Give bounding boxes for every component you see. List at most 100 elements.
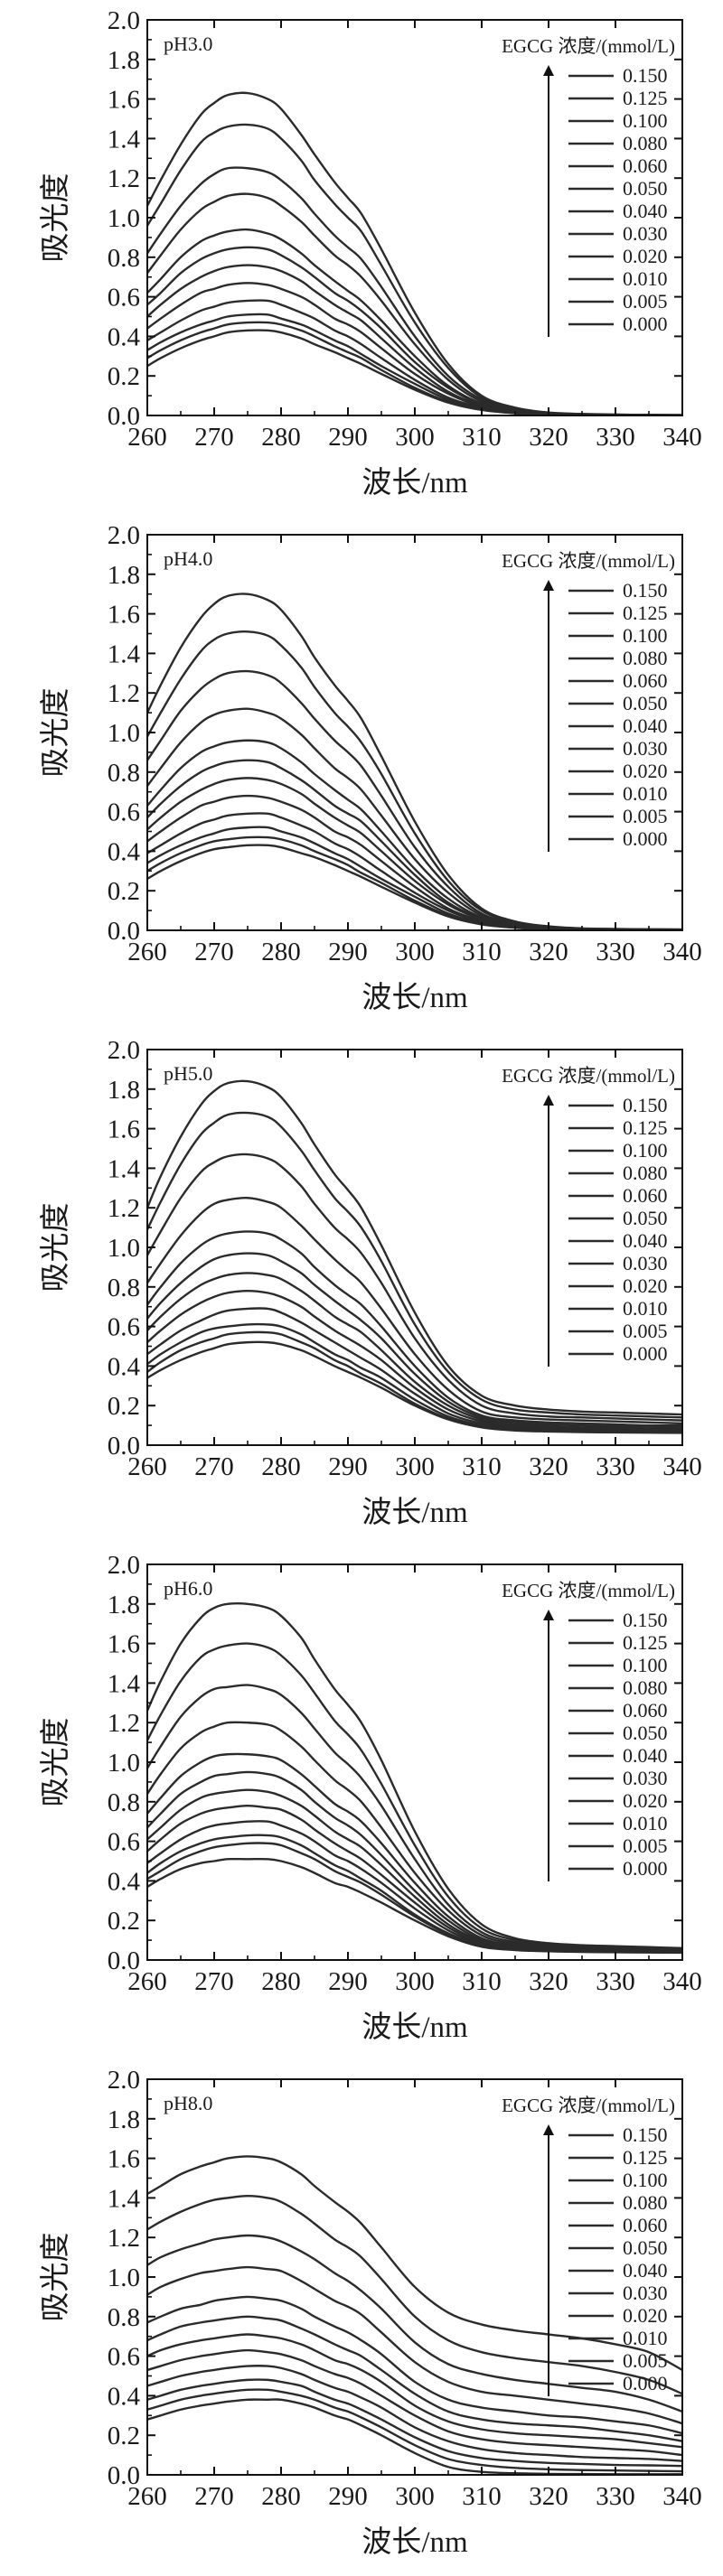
legend-entry: 0.000 xyxy=(623,1342,668,1365)
x-tick-label: 280 xyxy=(261,938,301,966)
y-tick-label: 0.0 xyxy=(108,2461,140,2490)
x-tick-label: 340 xyxy=(662,938,702,966)
legend-entry: 0.005 xyxy=(623,1834,668,1857)
legend-entry: 0.030 xyxy=(623,222,668,245)
y-tick-label: 0.8 xyxy=(108,244,140,273)
x-tick-label: 330 xyxy=(596,2482,635,2511)
y-tick-label: 1.4 xyxy=(108,1669,141,1698)
series-line-0.060 xyxy=(147,2295,682,2435)
y-axis-title: 吸光度 xyxy=(39,1718,72,1807)
x-tick-label: 270 xyxy=(194,1967,234,1996)
x-tick-label: 260 xyxy=(127,423,167,452)
y-tick-label: 2.0 xyxy=(108,6,140,35)
x-tick-label: 310 xyxy=(462,2482,502,2511)
x-tick-label: 260 xyxy=(127,938,167,966)
series-line-0.125 xyxy=(147,1642,682,1950)
legend-entry: 0.125 xyxy=(623,2146,668,2169)
x-tick-label: 290 xyxy=(328,1452,368,1481)
legend-entry: 0.150 xyxy=(623,1609,668,1631)
series-line-0.050 xyxy=(147,1252,682,1429)
legend-title: EGCG 浓度/(mmol/L) xyxy=(502,35,675,57)
y-tick-label: 1.2 xyxy=(108,1709,140,1738)
x-tick-label: 300 xyxy=(395,2482,435,2511)
series-line-0.150 xyxy=(147,1079,682,1416)
x-tick-label: 290 xyxy=(328,2482,368,2511)
y-tick-label: 1.8 xyxy=(108,1076,140,1105)
series-line-0.040 xyxy=(147,1788,682,1953)
x-tick-label: 330 xyxy=(596,938,635,966)
x-tick-label: 320 xyxy=(529,423,568,452)
legend-arrow-head-icon xyxy=(543,2124,554,2135)
x-tick-label: 290 xyxy=(328,423,368,452)
legend-entry: 0.020 xyxy=(623,245,668,267)
series-line-0.040 xyxy=(147,264,682,415)
chart-panel-4: 260 270 280 290 300 310 320 330 340 0.0 0.2 0.4 0.6 0… xyxy=(39,1551,702,2044)
series-line-0.000 xyxy=(147,2398,682,2475)
series-line-0.000 xyxy=(147,1340,682,1434)
series-line-0.125 xyxy=(147,2195,682,2395)
series-line-0.030 xyxy=(147,1289,682,1431)
series-line-0.020 xyxy=(147,1307,682,1432)
legend-entry: 0.100 xyxy=(623,1654,668,1676)
legend-entry: 0.100 xyxy=(623,624,668,647)
series-line-0.100 xyxy=(147,2234,682,2413)
y-tick-label: 0.6 xyxy=(108,2343,140,2372)
y-tick-label: 0.0 xyxy=(108,1432,140,1461)
legend-entry: 0.005 xyxy=(623,2349,668,2372)
legend-entry: 0.060 xyxy=(623,1699,668,1722)
series-line-0.040 xyxy=(147,777,682,930)
legend-entry: 0.150 xyxy=(623,2123,668,2146)
y-axis-title: 吸光度 xyxy=(39,1203,72,1293)
y-tick-label: 0.6 xyxy=(108,798,140,827)
x-tick-label: 340 xyxy=(662,1967,702,1996)
series-line-0.150 xyxy=(147,2155,682,2371)
legend-entry: 0.005 xyxy=(623,805,668,827)
x-tick-label: 300 xyxy=(395,938,435,966)
x-tick-label: 330 xyxy=(596,1452,635,1481)
x-tick-label: 310 xyxy=(462,1452,502,1481)
legend-entry: 0.080 xyxy=(623,2191,668,2214)
series-line-0.080 xyxy=(147,1196,682,1425)
y-tick-label: 0.4 xyxy=(108,2382,141,2411)
x-tick-label: 280 xyxy=(261,1967,301,1996)
y-tick-label: 1.6 xyxy=(108,86,140,115)
x-tick-label: 340 xyxy=(662,2482,702,2511)
chart-panel-5: 260 270 280 290 300 310 320 330 340 0.0 0.2 0.4 0.6 0… xyxy=(39,2066,702,2559)
y-tick-label: 1.0 xyxy=(108,719,140,748)
y-tick-label: 2.0 xyxy=(108,1551,140,1580)
y-tick-label: 1.0 xyxy=(108,2263,140,2292)
legend-entry: 0.000 xyxy=(623,827,668,850)
x-tick-label: 260 xyxy=(127,1967,167,1996)
x-tick-label: 260 xyxy=(127,2482,167,2511)
legend-entry: 0.040 xyxy=(623,2259,668,2282)
legend-entry: 0.020 xyxy=(623,760,668,782)
y-tick-label: 1.6 xyxy=(108,601,140,630)
legend-entry: 0.050 xyxy=(623,1207,668,1229)
series-line-0.010 xyxy=(147,313,682,415)
series-group xyxy=(147,2155,682,2475)
x-tick-label: 310 xyxy=(462,423,502,452)
series-line-0.040 xyxy=(147,1272,682,1430)
x-tick-label: 340 xyxy=(662,1452,702,1481)
y-tick-label: 1.0 xyxy=(108,204,140,233)
y-tick-label: 0.6 xyxy=(108,284,140,313)
legend-entry: 0.020 xyxy=(623,1274,668,1297)
y-tick-label: 0.8 xyxy=(108,1274,140,1302)
legend-entry: 0.060 xyxy=(623,2214,668,2236)
y-axis-title: 吸光度 xyxy=(39,2233,72,2322)
legend-entry: 0.080 xyxy=(623,1676,668,1699)
y-tick-label: 1.8 xyxy=(108,1591,140,1619)
x-tick-label: 290 xyxy=(328,1967,368,1996)
legend-entry: 0.080 xyxy=(623,132,668,154)
y-tick-label: 0.0 xyxy=(108,402,140,431)
ph-label: pH4.0 xyxy=(164,547,212,570)
x-tick-label: 330 xyxy=(596,423,635,452)
legend-entry: 0.150 xyxy=(623,1094,668,1116)
legend-entry: 0.080 xyxy=(623,1162,668,1184)
x-tick-label: 320 xyxy=(529,2482,568,2511)
y-tick-label: 0.2 xyxy=(108,362,140,391)
legend-entry: 0.040 xyxy=(623,1229,668,1252)
y-axis-title: 吸光度 xyxy=(39,173,72,263)
series-line-0.010 xyxy=(147,1834,682,1954)
y-axis-title: 吸光度 xyxy=(39,688,72,778)
